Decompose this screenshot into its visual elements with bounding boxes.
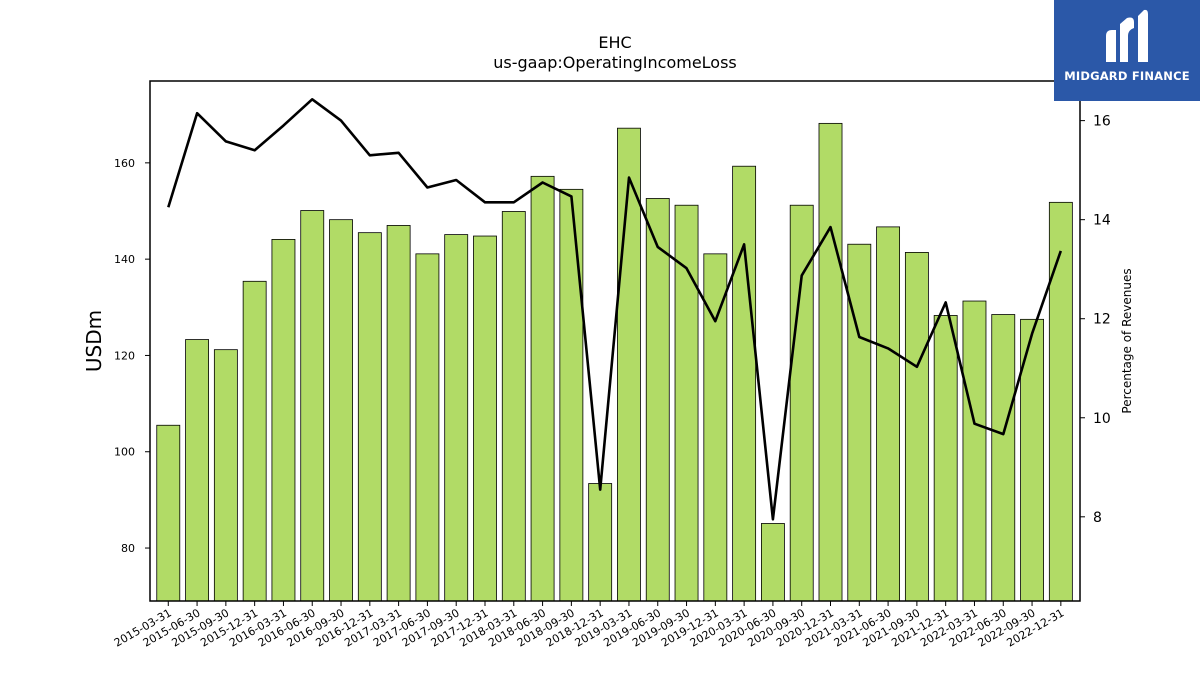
y-axis-left: 80 100 120 140 160 <box>114 157 150 555</box>
bar <box>1048 201 1073 602</box>
bar <box>530 175 555 602</box>
bar <box>818 122 843 602</box>
bar <box>674 204 699 602</box>
bar <box>933 315 958 602</box>
plot-frame <box>149 80 1081 602</box>
bar <box>271 239 296 602</box>
line-layer <box>167 98 1063 521</box>
bar <box>329 219 353 602</box>
bar <box>732 165 757 602</box>
y-tick-label: 80 <box>121 542 135 555</box>
y-tick-label: 160 <box>114 157 135 170</box>
bar <box>904 252 929 602</box>
y2-tick-label: 12 <box>1093 312 1111 328</box>
bar <box>559 188 584 602</box>
bar <box>991 314 1016 602</box>
bar <box>588 483 613 602</box>
chart-subtitle: us-gaap:OperatingIncomeLoss <box>493 53 737 72</box>
bar <box>386 225 411 602</box>
logo-mark-icon <box>1106 9 1148 63</box>
logo-text: MIDGARD FINANCE <box>1064 69 1190 83</box>
y-tick-label: 100 <box>114 446 135 459</box>
bar <box>242 280 267 602</box>
bar <box>473 235 497 602</box>
y-tick-label: 140 <box>114 253 135 266</box>
bar <box>847 243 872 602</box>
y-tick-label: 120 <box>114 349 135 362</box>
y2-axis-label: Percentage of Revenues <box>1120 268 1134 413</box>
bar <box>501 211 526 602</box>
chart-title: EHC <box>598 33 632 52</box>
series-line <box>167 98 1063 521</box>
bar <box>761 523 785 602</box>
bar <box>357 232 382 602</box>
midgard-finance-logo: MIDGARD FINANCE <box>1054 0 1200 101</box>
bar <box>444 234 469 602</box>
y2-tick-label: 10 <box>1093 411 1111 427</box>
bar <box>185 339 209 602</box>
bar <box>415 253 440 602</box>
bar <box>876 226 901 602</box>
y2-tick-label: 16 <box>1093 114 1111 130</box>
y2-tick-label: 8 <box>1093 510 1102 526</box>
y-axis-label: USDm <box>82 310 106 372</box>
bar <box>962 300 987 602</box>
bar <box>213 349 238 602</box>
x-axis: 2015-03-312015-06-302015-09-302015-12-31… <box>112 601 1066 650</box>
y2-tick-label: 14 <box>1093 213 1111 229</box>
bar <box>156 424 181 602</box>
bar <box>645 198 670 602</box>
bar <box>300 210 325 602</box>
bar <box>789 204 814 602</box>
bar-layer <box>156 122 1073 602</box>
y-axis-right: 8 10 12 14 16 <box>1080 114 1111 526</box>
